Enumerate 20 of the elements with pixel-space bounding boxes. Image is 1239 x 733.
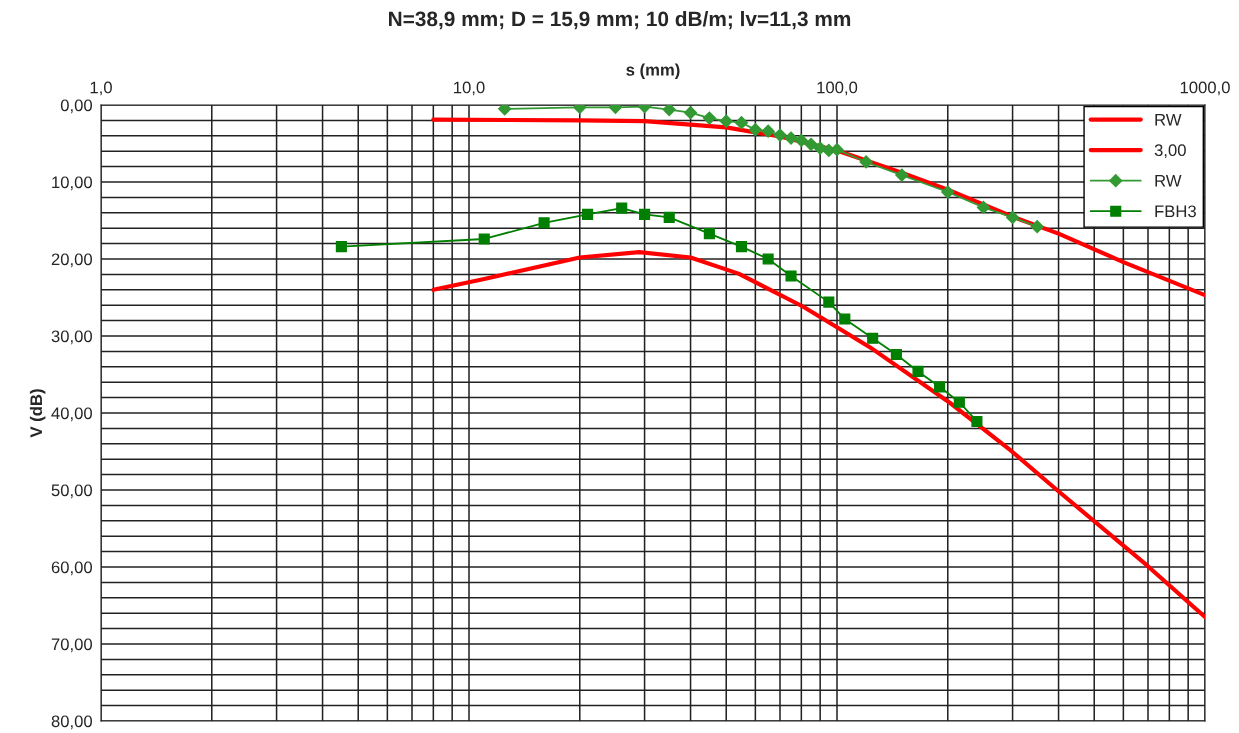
y-tick-label: 0,00 [60, 99, 93, 114]
y-tick-label: 40,00 [51, 407, 93, 422]
legend-label: 3,00 [1154, 144, 1186, 159]
x-tick-label: 1,0 [90, 81, 112, 96]
y-axis-title: V (dB) [29, 389, 46, 438]
x-tick-label: 100,0 [817, 81, 858, 96]
chart-title: N=38,9 mm; D = 15,9 mm; 10 dB/m; lv=11,3 mm [389, 10, 851, 30]
y-tick-label: 70,00 [51, 638, 93, 653]
y-tick-label: 50,00 [51, 484, 93, 499]
x-tick-label: 1000,0 [1180, 81, 1230, 96]
y-tick-label: 30,00 [51, 330, 93, 345]
y-tick-label: 10,00 [52, 176, 93, 191]
x-axis-title: s (mm) [626, 63, 680, 80]
y-tick-label: 20,00 [51, 253, 93, 268]
y-tick-label: 80,00 [51, 715, 93, 730]
legend-label: RW [1155, 175, 1182, 187]
legend-label: FBH3 [1155, 205, 1196, 218]
y-tick-label: 60,00 [51, 561, 93, 576]
legend-label: RW [1155, 113, 1182, 126]
x-tick-label: 10,0 [454, 81, 485, 96]
